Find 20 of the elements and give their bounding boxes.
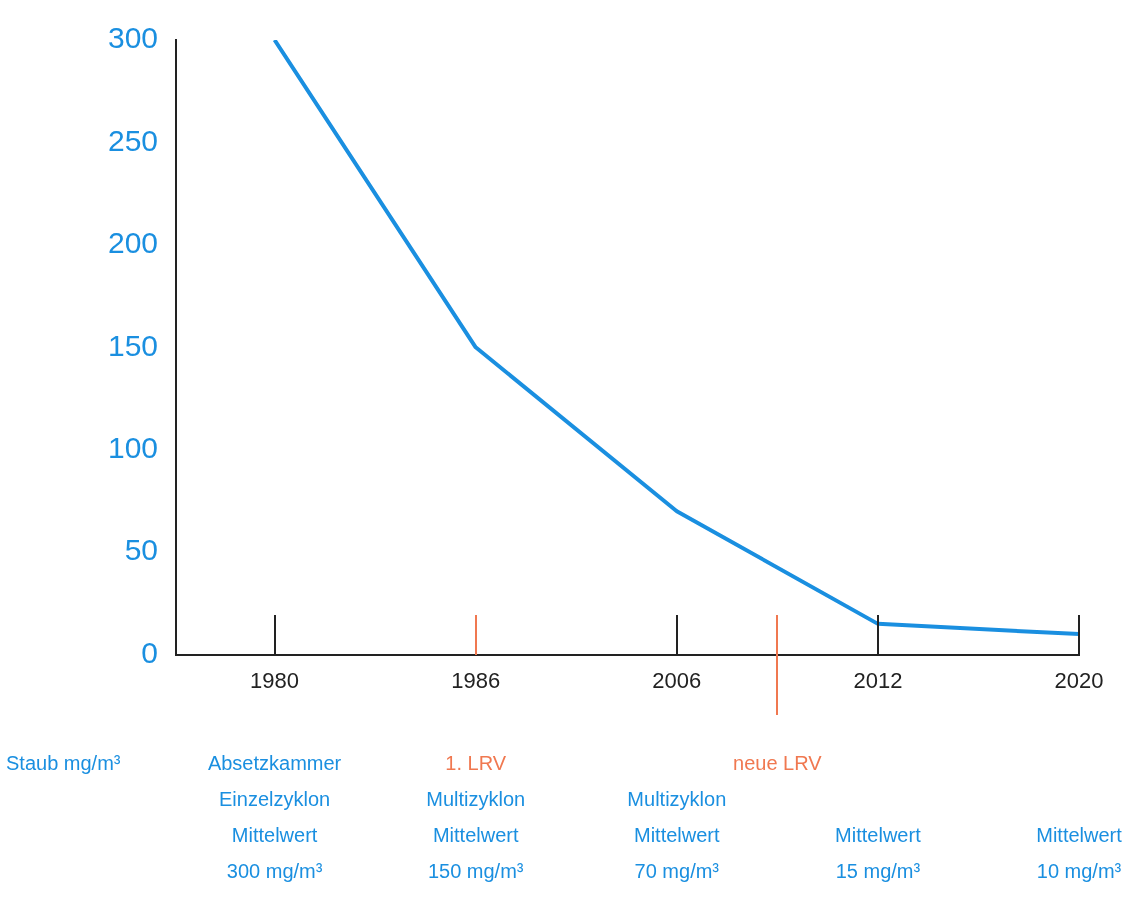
x-tick-label: 2020 bbox=[1054, 667, 1104, 693]
text: Multizyklon Mittelwert 150 mg/m³ bbox=[426, 788, 526, 882]
y-tick-label: 250 bbox=[107, 123, 159, 157]
y-tick-label: 100 bbox=[107, 431, 159, 464]
text: neue LRV bbox=[733, 752, 823, 774]
x-tick-label: 2012 bbox=[853, 667, 903, 693]
y-axis-title: Staub mg/m³ bbox=[6, 752, 121, 774]
text: Absetzkammer Einzelzyklon Mittelwert 300 mg/m³ bbox=[207, 752, 342, 882]
y-tick-label: 150 bbox=[107, 328, 159, 362]
x-tick-label: 1986 bbox=[451, 667, 501, 693]
text: Mittelwert 10 mg/m³ bbox=[1036, 824, 1123, 882]
x-tick-label: 1980 bbox=[250, 667, 300, 693]
y-tick-label: 0 bbox=[141, 635, 159, 669]
text: Multizyklon Mittelwert 70 mg/m³ bbox=[627, 788, 727, 882]
text: Mittelwert 15 mg/m³ bbox=[835, 824, 922, 882]
y-tick-label: 50 bbox=[124, 533, 159, 567]
y-tick-label: 200 bbox=[107, 226, 159, 260]
x-tick-label: 2006 bbox=[652, 667, 702, 693]
y-tick-label: 300 bbox=[107, 21, 159, 55]
text: 1. LRV bbox=[445, 752, 507, 774]
